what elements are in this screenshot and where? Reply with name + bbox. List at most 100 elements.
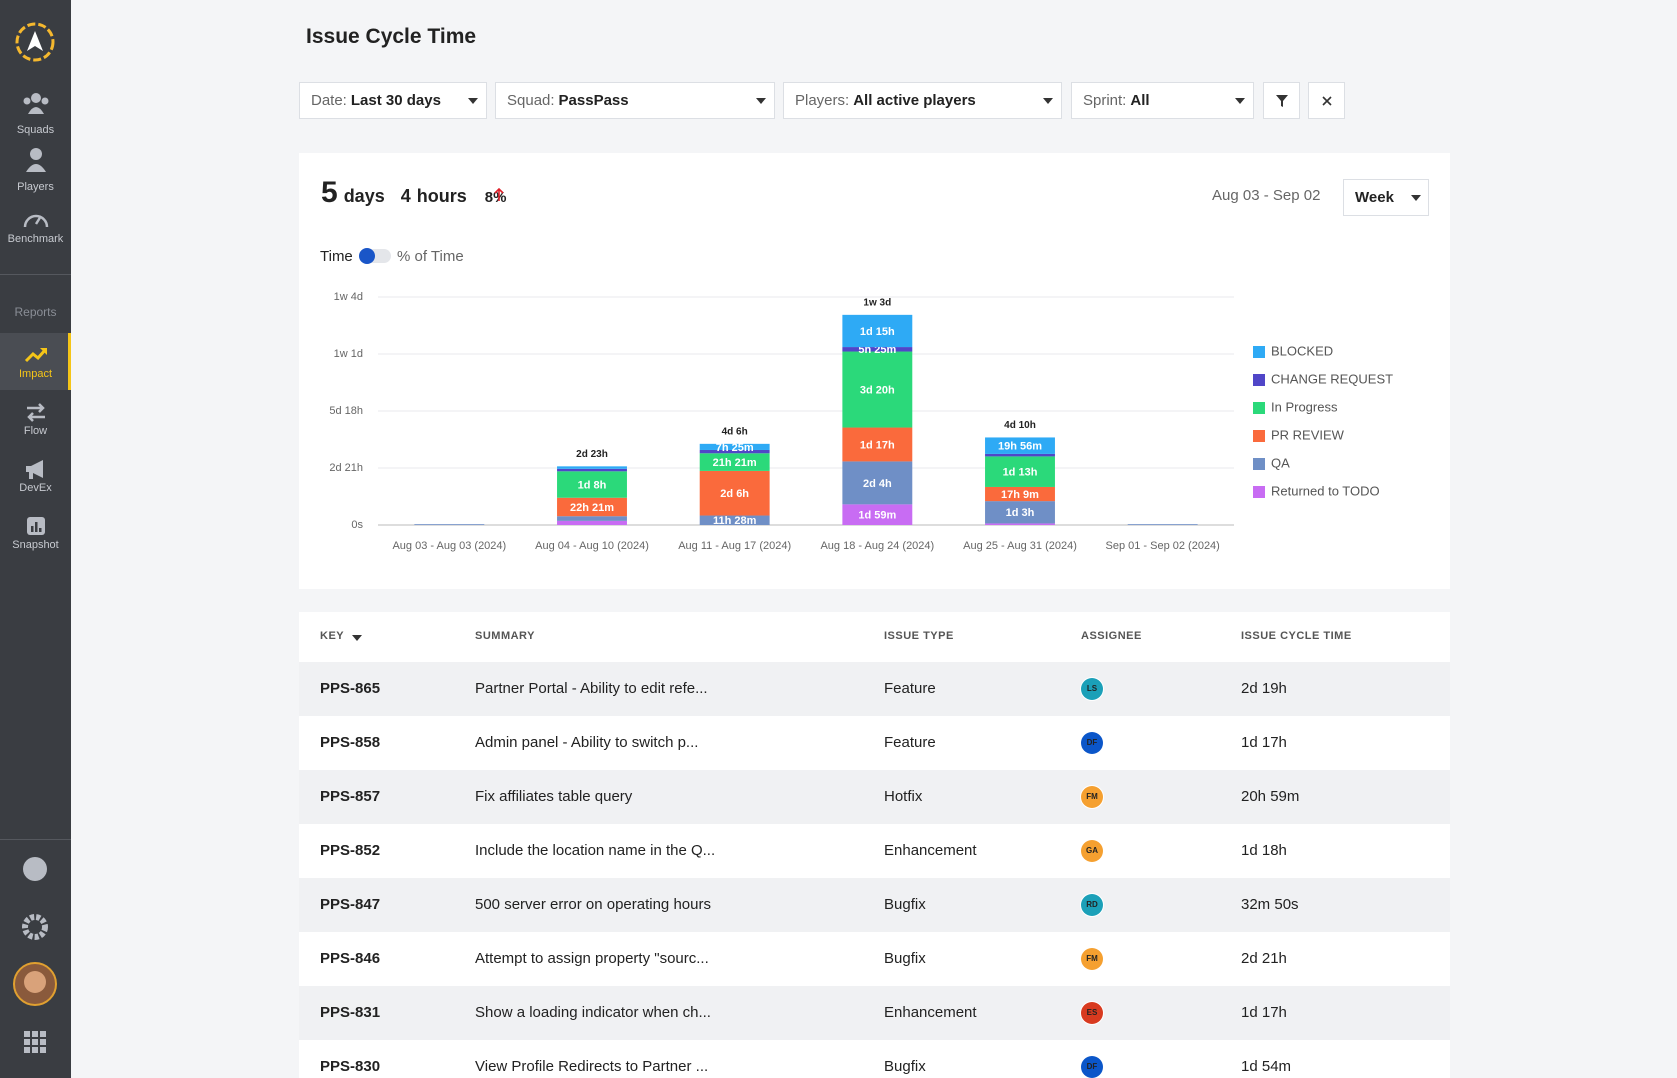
table-row[interactable] (299, 986, 1450, 1040)
column-header: ISSUE TYPE (884, 630, 954, 642)
apps-icon (32, 1031, 38, 1037)
issue-key: PPS-846 (320, 950, 381, 967)
table-row[interactable] (299, 770, 1450, 824)
column-header: SUMMARY (475, 630, 535, 642)
filter-dropdown[interactable]: Players: All active players (783, 82, 1062, 119)
bar-segment (699, 453, 770, 471)
data-label: 1d 13h (1003, 467, 1038, 479)
bar-segment (557, 466, 627, 469)
table-row[interactable] (299, 662, 1450, 716)
divider (0, 839, 71, 840)
table-row[interactable] (299, 716, 1450, 770)
bar-segment (699, 515, 770, 525)
x (1322, 96, 1332, 106)
nav-label[interactable]: Snapshot (12, 539, 59, 551)
active-item[interactable] (0, 333, 71, 390)
legend-swatch (1253, 402, 1265, 414)
nav-label[interactable]: Players (17, 181, 54, 193)
granularity-dropdown[interactable]: Week (1343, 179, 1429, 216)
cell: Bugfix (884, 896, 926, 913)
cell: 20h 59m (1241, 788, 1300, 805)
logo-arrow (27, 31, 43, 51)
summary-days-unit: days (343, 186, 385, 206)
clear-button-icon (1322, 96, 1332, 106)
data-label: 2d 4h (863, 478, 892, 490)
cell: 1d 18h (1241, 842, 1287, 859)
issue-key: PPS-831 (320, 1004, 381, 1021)
clear-button[interactable] (1308, 82, 1345, 119)
issue-key: PPS-852 (320, 842, 381, 859)
cell: Fix affiliates table query (475, 788, 633, 805)
cell: Feature (884, 734, 936, 751)
date-range: Aug 03 - Sep 02 (1212, 187, 1321, 204)
apps-icon (40, 1039, 46, 1045)
toggle-left-label: Time (320, 248, 353, 265)
x-tick-label: Aug 03 - Aug 03 (2024) (392, 540, 506, 552)
filter-button[interactable] (1263, 82, 1300, 119)
data-label: 19h 56m (998, 441, 1042, 453)
toggle[interactable] (358, 247, 392, 265)
bar-segment (699, 449, 770, 454)
cell: 500 server error on operating hours (475, 896, 711, 913)
data-label: 3d 20h (860, 384, 895, 396)
column-header[interactable]: KEY (320, 630, 345, 642)
table-row[interactable] (299, 878, 1450, 932)
table-row[interactable] (299, 1040, 1450, 1078)
table-row[interactable] (299, 932, 1450, 986)
assignee-avatar: FM (1081, 948, 1103, 970)
summary: 5 days 4 hours 8% (321, 176, 506, 210)
x-tick-label: Sep 01 - Sep 02 (2024) (1105, 540, 1219, 552)
nav-label[interactable]: Impact (18, 368, 52, 380)
i (41, 97, 49, 105)
apps-icon (40, 1047, 46, 1053)
i (40, 348, 47, 355)
logo-ring (15, 22, 55, 62)
cell: Bugfix (884, 1058, 926, 1075)
legend-label: QA (1271, 455, 1290, 470)
bar-segment (985, 437, 1055, 454)
nav-label[interactable]: Flow (23, 425, 48, 437)
legend-swatch (1253, 458, 1265, 470)
cell: Partner Portal - Ability to edit refe... (475, 680, 708, 697)
filter-value: All active players (853, 92, 976, 109)
nav-label[interactable]: DevEx (19, 482, 52, 494)
bar-segment (842, 314, 913, 348)
issue-key: PPS-857 (320, 788, 381, 805)
issue-key: PPS-847 (320, 896, 381, 913)
change-arrow (494, 188, 504, 201)
apps-icon (24, 1047, 30, 1053)
cell: 1d 17h (1241, 1004, 1287, 1021)
data-label: 2d 6h (720, 488, 749, 500)
nav-label[interactable]: Benchmark (7, 233, 64, 245)
legend-swatch (1253, 374, 1265, 386)
nav-label[interactable]: Squads (16, 124, 55, 136)
bar-segment (557, 516, 627, 521)
column-header: ISSUE CYCLE TIME (1241, 630, 1352, 642)
apps-icon (24, 1039, 30, 1045)
filter-label: Sprint: (1083, 92, 1127, 109)
filter-dropdown[interactable]: Date: Last 30 days (299, 82, 487, 119)
data-label: 1d 59m (858, 510, 896, 522)
assignee-avatar: DF (1081, 1056, 1103, 1078)
avatar-face (24, 971, 46, 993)
cell: 1d 17h (1241, 734, 1287, 751)
caret (1411, 195, 1421, 201)
y-tick-label: 1w 1d (334, 348, 363, 360)
filter-dropdown[interactable]: Squad: PassPass (495, 82, 775, 119)
table-row[interactable] (299, 824, 1450, 878)
sidebar: Squads Players Benchmark Reports Impact Flow D… (0, 0, 71, 1078)
bar-segment (842, 461, 913, 505)
data-label: 17h 9m (1001, 489, 1039, 501)
logo (15, 22, 55, 62)
nav-icon (27, 517, 45, 535)
data-label: 1d 3h (1006, 507, 1035, 519)
bar-segment (985, 523, 1055, 525)
apps-icon (24, 1031, 30, 1037)
bar-segment (699, 470, 770, 516)
cell: Include the location name in the Q... (475, 842, 716, 859)
nav-icon (24, 348, 48, 363)
filter-dropdown[interactable]: Sprint: All (1071, 82, 1254, 119)
bar-segment (842, 427, 913, 462)
cell: Admin panel - Ability to switch p... (475, 734, 699, 751)
nav-icon (26, 148, 46, 172)
